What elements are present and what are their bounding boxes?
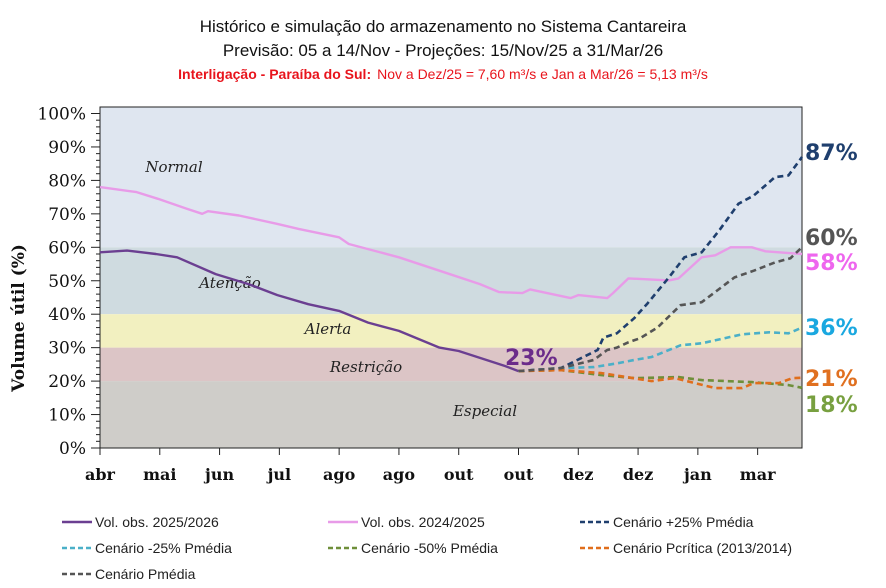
legend-label: Cenário -50% Pmédia (361, 540, 498, 556)
zones: Normal Atenção Alerta Restrição Especial (99, 106, 803, 449)
chart-subtitle: Previsão: 05 a 14/Nov - Projeções: 15/No… (223, 41, 663, 60)
y-tick-label: 30% (48, 339, 86, 359)
end-value-label: 60% (805, 226, 858, 251)
y-tick-label: 20% (48, 372, 86, 392)
legend-label: Vol. obs. 2024/2025 (361, 514, 485, 530)
x-tick-label: out (504, 465, 534, 484)
legend: Vol. obs. 2025/2026 Vol. obs. 2024/2025 Ce… (62, 514, 792, 582)
legend-label: Cenário -25% Pmédia (95, 540, 232, 556)
y-tick-label: 40% (48, 305, 86, 325)
note-bold: Interligação - Paraíba do Sul: (178, 66, 371, 82)
y-tick-label: 50% (48, 272, 86, 292)
plot-frame (99, 106, 803, 449)
x-tick-label: ago (323, 465, 356, 484)
x-tick-label: ago (383, 465, 416, 484)
y-tick-label: 70% (48, 205, 86, 225)
end-value-label: 18% (805, 393, 858, 418)
x-tick-label: jul (266, 465, 292, 484)
x-tick-label: jun (203, 465, 234, 484)
zone-band (100, 347, 802, 382)
end-value-label: 87% (805, 141, 858, 166)
note-text: Nov a Dez/25 = 7,60 m³/s e Jan a Mar/26 … (377, 66, 708, 82)
end-value-label: 21% (805, 367, 858, 392)
series-line (99, 249, 519, 373)
x-tick-label: abr (85, 465, 116, 484)
y-tick-label: 10% (48, 406, 86, 426)
zone-label: Restrição (329, 358, 402, 376)
y-tick-label: 80% (48, 171, 86, 191)
zone-label: Alerta (303, 320, 352, 338)
x-axis: abr mai jun jul ago ago out out dez dez jan mar (85, 448, 776, 484)
series-line (518, 368, 803, 390)
series-line (518, 156, 804, 373)
chart-note: Interligação - Paraíba do Sul: Nov a Dez/… (178, 66, 708, 82)
x-tick-label: dez (563, 465, 593, 484)
end-value-label: 23% (505, 346, 558, 371)
legend-label: Cenário +25% Pmédia (613, 514, 754, 530)
y-axis-label: Volume útil (%) (9, 244, 29, 393)
zone-top-band (100, 107, 802, 114)
legend-label: Vol. obs. 2025/2026 (95, 514, 219, 530)
zone-label: Atenção (197, 274, 261, 292)
zone-band (100, 381, 802, 448)
legend-label: Cenário Pcrítica (2013/2014) (613, 540, 792, 556)
zone-band (100, 113, 802, 248)
y-axis: 0% 10% 20% 30% 40% 50% 60% 70% 80% 90% 100% (37, 105, 100, 459)
legend-label: Cenário Pmédia (95, 566, 196, 582)
end-value-label: 36% (805, 316, 858, 341)
series-lines (99, 156, 804, 390)
x-tick-label: dez (623, 465, 653, 484)
x-tick-label: out (444, 465, 474, 484)
zone-label: Normal (144, 158, 202, 176)
x-tick-label: mai (143, 465, 176, 484)
x-tick-label: mar (740, 465, 776, 484)
series-line (518, 246, 803, 373)
end-value-label: 58% (805, 251, 858, 276)
chart-title: Histórico e simulação do armazenamento n… (200, 17, 687, 36)
y-tick-label: 90% (48, 138, 86, 158)
zone-label: Especial (452, 402, 517, 420)
x-tick-label: jan (682, 465, 712, 484)
end-labels: 23% 58% 87% 36% 18%21% 60% (505, 141, 858, 418)
y-tick-label: 100% (37, 105, 86, 125)
y-tick-label: 60% (48, 238, 86, 258)
zone-band (100, 314, 802, 348)
series-line (99, 185, 803, 300)
y-tick-label: 0% (59, 439, 86, 459)
